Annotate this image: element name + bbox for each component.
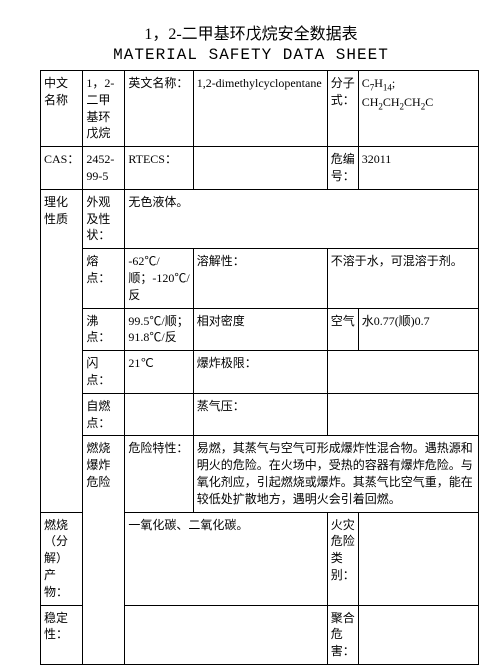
- polymer-value: [358, 605, 478, 664]
- cas-label: CAS：: [41, 147, 83, 190]
- hazard-char-label: 危险特性：: [125, 436, 193, 512]
- explosion-value: [327, 351, 478, 394]
- polymer-label: 聚合危害：: [327, 605, 358, 664]
- appearance-label: 外观及性状：: [83, 189, 125, 248]
- autoign-label: 自燃点：: [83, 393, 125, 436]
- phys-chem-label: 理化性质: [41, 189, 83, 512]
- title-cn: 1，2-二甲基环戊烷安全数据表: [0, 20, 502, 44]
- solubility-value: 不溶于水，可混溶于剂。: [327, 249, 478, 308]
- density-label: 相对密度: [193, 308, 327, 351]
- explosion-label: 爆炸极限：: [193, 351, 327, 394]
- flash-value: 21℃: [125, 351, 193, 394]
- name-cn-value: 1，2-二甲基环戊烷: [83, 71, 125, 147]
- bp-value: 99.5℃/顺；91.8℃/反: [125, 308, 193, 351]
- solubility-label: 溶解性：: [193, 249, 327, 308]
- bp-label: 沸点：: [83, 308, 125, 351]
- msds-table: 中文名称 1，2-二甲基环戊烷 英文名称： 1,2-dimethylcyclop…: [40, 70, 479, 665]
- combustion-value: 一氧化碳、二氧化碳。: [125, 512, 327, 605]
- formula-label: 分子式：: [327, 71, 358, 147]
- name-en-label: 英文名称：: [125, 71, 193, 147]
- title-en: MATERIAL SAFETY DATA SHEET: [0, 46, 502, 64]
- mp-label: 熔点：: [83, 249, 125, 308]
- formula-value: C7H14;CH2CH2CH2C: [358, 71, 478, 147]
- name-cn-label: 中文名称: [41, 71, 83, 147]
- flash-label: 闪点：: [83, 351, 125, 394]
- name-en-value: 1,2-dimethylcyclopentane: [193, 71, 327, 147]
- fire-class-label: 火灾危险类别：: [327, 512, 358, 605]
- fire-class-value: [358, 512, 478, 605]
- vapor-value: [327, 393, 478, 436]
- stability-label: 稳定性：: [41, 605, 83, 664]
- cas-value: 2452-99-5: [83, 147, 125, 190]
- rtecs-label: RTECS：: [125, 147, 193, 190]
- autoign-value: [125, 393, 193, 436]
- hazard-char-value: 易燃，其蒸气与空气可形成爆炸性混合物。遇热源和明火的危险。在火场中，受热的容器有…: [193, 436, 478, 512]
- appearance-value: 无色液体。: [125, 189, 478, 248]
- mp-value: -62℃/顺；-120℃/反: [125, 249, 193, 308]
- vapor-label: 蒸气压：: [193, 393, 327, 436]
- combustion-label: 燃烧（分解）产物：: [41, 512, 83, 605]
- hazard-code-label: 危编号：: [327, 147, 358, 190]
- hazard-code-value: 32011: [358, 147, 478, 190]
- rtecs-value: [193, 147, 327, 190]
- density-ref: 空气: [327, 308, 358, 351]
- stability-value: [125, 605, 327, 664]
- density-value: 水0.77(顺)0.7: [358, 308, 478, 351]
- fire-hazard-label: 燃烧爆炸危险: [83, 436, 125, 665]
